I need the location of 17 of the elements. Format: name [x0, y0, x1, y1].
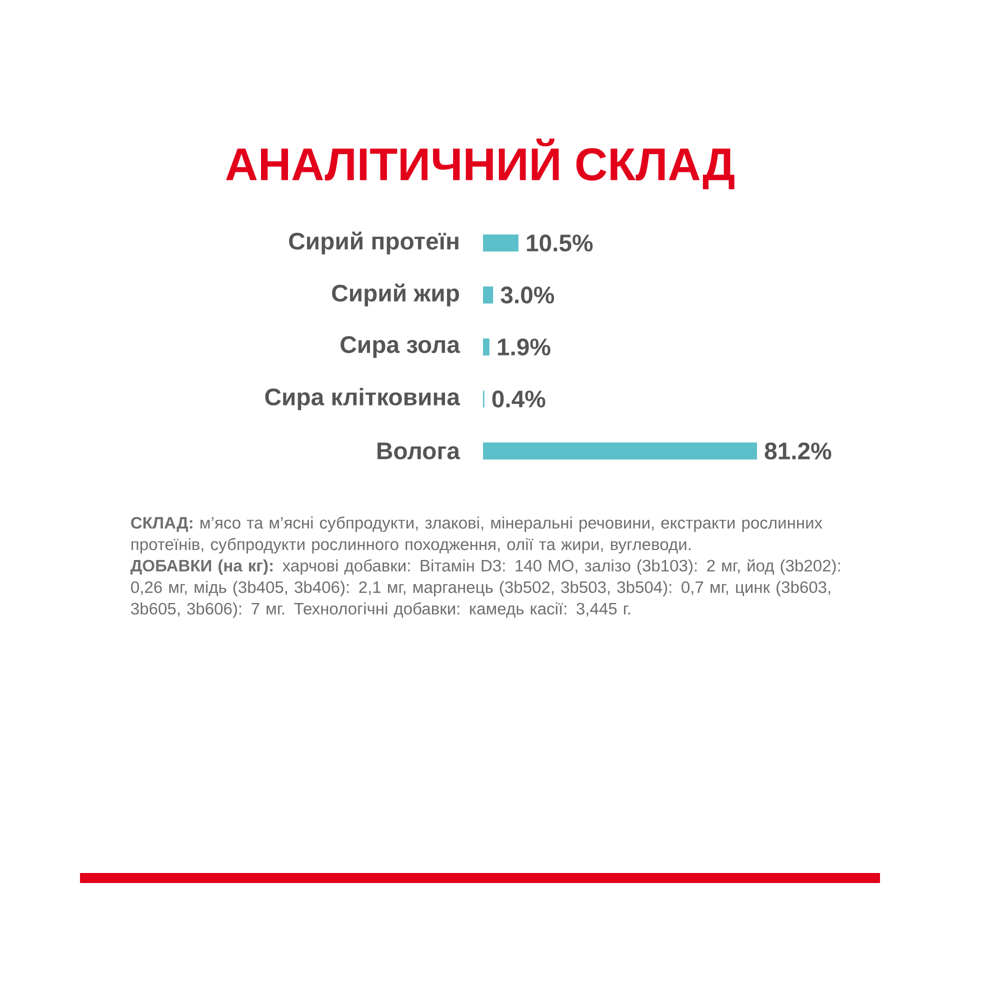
y-tick-label: Сира клітковина	[265, 388, 460, 410]
y-tick-label: Сира зола	[340, 336, 460, 358]
bar	[483, 442, 758, 460]
y-tick-label: Волога	[378, 442, 460, 460]
bar	[483, 234, 518, 252]
chart-title: АНАЛІТИЧНИЙ СКЛАД	[226, 138, 734, 190]
y-tick-label: Сирий протеїн	[289, 232, 458, 254]
y-tick-label: Сирий жир	[332, 284, 459, 306]
data-label: 81.2%	[764, 442, 832, 460]
text: ДОБАВКИ (на кг): харчові добавки: Вітамін D3: 140 МО, залізо (3b103): 2 мг, йод (3b202): 0,26 мг, мідь (3b405, 3b406): 2,1 мг, марганець (3b502, 3b503, 3b504): 0,7 мг, цинк (3b603, 3b605, 3b606): 7 мг. Технологічні добавки: камедь касії: 3,445 г.	[130, 559, 840, 618]
bar	[483, 338, 490, 356]
data-label: 0.4%	[492, 390, 546, 408]
data-label: 1.9%	[498, 338, 550, 356]
text: СКЛАД: м’ясо та м’ясні субпродукти, злакові, мінеральні речовини, екстракти рослинних протеїнів, субпродукти рослинного походження, олії та жири, вуглеводи.	[131, 516, 822, 554]
bar	[483, 286, 494, 304]
data-label: 10.5%	[526, 234, 593, 252]
data-label: 3.0%	[500, 286, 554, 304]
